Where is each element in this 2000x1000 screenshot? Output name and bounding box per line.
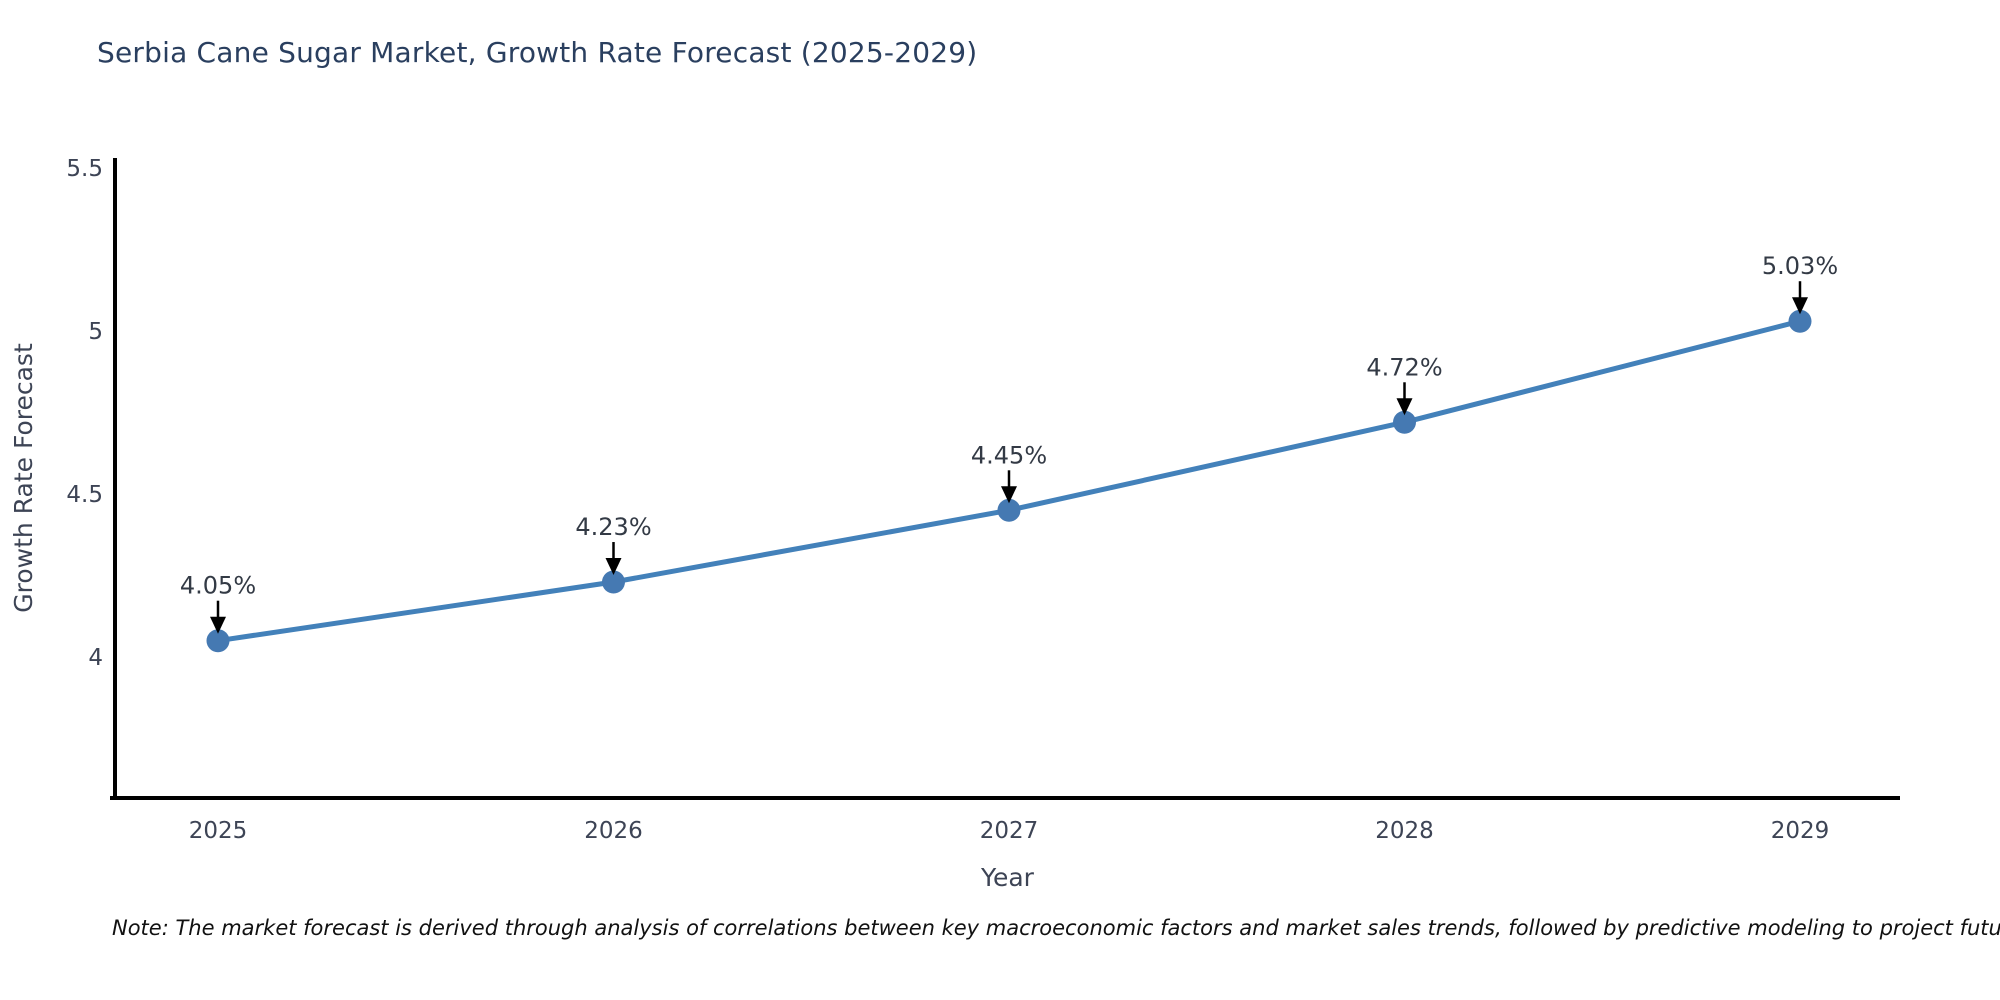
x-axis-title: Year bbox=[980, 863, 1035, 892]
annotation-arrowhead bbox=[1396, 398, 1413, 416]
y-axis-title: Growth Rate Forecast bbox=[9, 343, 38, 613]
annotation-arrowhead bbox=[1001, 486, 1017, 504]
y-tick-label: 5.5 bbox=[66, 156, 103, 182]
data-point-marker bbox=[997, 498, 1021, 522]
data-point-label: 4.45% bbox=[971, 441, 1047, 469]
x-tick-label: 2028 bbox=[1375, 818, 1434, 844]
chart-footnote: Note: The market forecast is derived thr… bbox=[112, 916, 2000, 940]
x-tick-label: 2029 bbox=[1771, 818, 1830, 844]
data-point-marker bbox=[1393, 410, 1416, 434]
annotation-arrowhead bbox=[210, 616, 226, 634]
x-tick-label: 2027 bbox=[980, 818, 1039, 844]
data-point-label: 5.03% bbox=[1762, 252, 1838, 280]
x-tick-label: 2025 bbox=[189, 818, 248, 844]
annotation-arrowhead bbox=[1792, 297, 1808, 315]
x-tick-label: 2026 bbox=[584, 818, 643, 844]
data-point-label: 4.72% bbox=[1366, 353, 1442, 381]
data-point-marker bbox=[602, 570, 625, 594]
y-tick-label: 4 bbox=[88, 645, 103, 671]
data-point-marker bbox=[1788, 309, 1812, 333]
chart-title: Serbia Cane Sugar Market, Growth Rate Fo… bbox=[97, 36, 978, 69]
y-tick-label: 4.5 bbox=[66, 482, 103, 508]
data-point-marker bbox=[206, 629, 230, 653]
data-point-label: 4.23% bbox=[575, 513, 651, 541]
data-point-label: 4.05% bbox=[180, 572, 256, 600]
y-tick-label: 5 bbox=[88, 319, 103, 345]
annotation-arrowhead bbox=[605, 558, 622, 576]
